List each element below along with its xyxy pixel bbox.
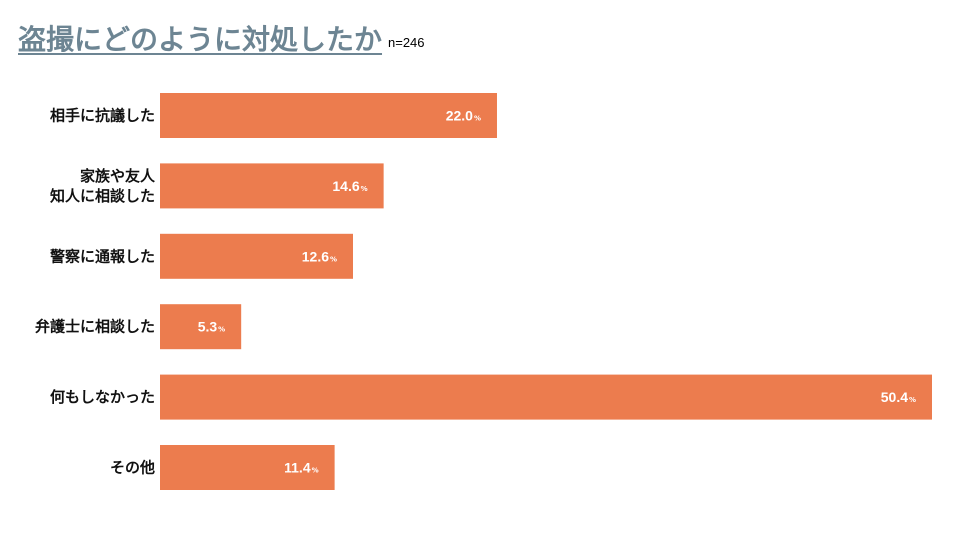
bar-5 xyxy=(160,445,335,490)
data-label-unit-3: % xyxy=(218,326,225,334)
data-label-0: 22.0 xyxy=(446,108,473,124)
chart-title: 盗撮にどのように対処したか xyxy=(18,23,383,56)
category-label-0: 相手に抗議した xyxy=(50,107,155,125)
category-label-1-line-0: 家族や友人 xyxy=(80,167,156,185)
category-label-3: 弁護士に相談した xyxy=(35,318,155,336)
bar-1 xyxy=(160,163,384,209)
data-label-4: 50.4 xyxy=(881,389,908,405)
data-label-3: 5.3 xyxy=(198,319,218,335)
data-label-1: 14.6 xyxy=(332,178,359,194)
category-label-2: 警察に通報した xyxy=(49,247,155,265)
bar-2 xyxy=(160,233,353,279)
data-label-unit-4: % xyxy=(909,396,916,404)
data-label-unit-5: % xyxy=(312,467,319,475)
sample-size: n=246 xyxy=(388,35,425,50)
data-label-unit-1: % xyxy=(361,185,368,193)
data-label-unit-0: % xyxy=(474,115,481,123)
category-label-5: その他 xyxy=(110,459,155,477)
data-label-5: 11.4 xyxy=(284,460,311,476)
category-label-4: 何もしなかった xyxy=(50,388,155,406)
category-label-1-line-1: 知人に相談した xyxy=(50,187,155,205)
bar-0 xyxy=(160,93,497,138)
bar-4 xyxy=(160,374,932,420)
data-label-unit-2: % xyxy=(330,255,337,263)
data-label-2: 12.6 xyxy=(302,248,329,264)
bar-3 xyxy=(160,304,242,350)
